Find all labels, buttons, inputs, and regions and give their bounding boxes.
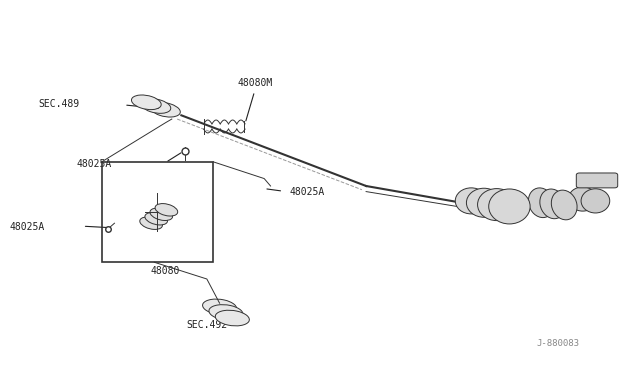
Ellipse shape (131, 95, 161, 110)
Ellipse shape (455, 188, 487, 214)
Ellipse shape (467, 188, 502, 217)
Ellipse shape (215, 310, 250, 326)
Text: 48080: 48080 (151, 266, 180, 276)
Text: SEC.489: SEC.489 (38, 99, 79, 109)
Bar (102, 162, 213, 262)
Ellipse shape (568, 187, 597, 211)
Ellipse shape (489, 189, 530, 224)
Text: 48080M: 48080M (237, 78, 273, 88)
Ellipse shape (551, 190, 577, 220)
Ellipse shape (477, 189, 516, 221)
Ellipse shape (145, 212, 168, 225)
Ellipse shape (150, 208, 173, 221)
Ellipse shape (202, 299, 237, 315)
Text: 48025A: 48025A (290, 187, 325, 197)
Ellipse shape (209, 305, 243, 320)
Text: SEC.492: SEC.492 (186, 320, 227, 330)
Ellipse shape (529, 188, 554, 218)
FancyBboxPatch shape (576, 173, 618, 188)
Ellipse shape (150, 102, 180, 117)
Text: 48025A: 48025A (9, 222, 44, 232)
Ellipse shape (540, 189, 566, 219)
Ellipse shape (155, 203, 178, 216)
Ellipse shape (581, 189, 610, 213)
Text: J-880083: J-880083 (536, 339, 579, 348)
Text: 48025A: 48025A (76, 160, 111, 169)
Ellipse shape (140, 217, 163, 230)
Ellipse shape (141, 99, 171, 113)
